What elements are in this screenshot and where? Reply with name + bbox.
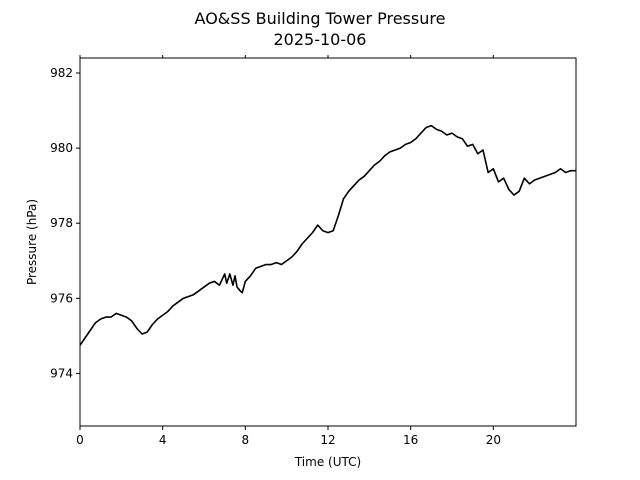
y-tick-label: 980 (50, 141, 73, 155)
series-line (79, 124, 576, 346)
x-tick-label: 12 (320, 433, 335, 447)
chart-subtitle: 2025-10-06 (274, 30, 367, 49)
y-axis-label: Pressure (hPa) (25, 199, 39, 285)
plot-frame (79, 57, 577, 427)
x-tick-label: 8 (242, 433, 250, 447)
x-tick-label: 0 (76, 433, 84, 447)
x-axis-label: Time (UTC) (294, 455, 361, 469)
y-tick-label: 982 (50, 66, 73, 80)
x-axis: 0 4 8 12 16 20 (76, 55, 501, 447)
x-tick-label: 4 (159, 433, 167, 447)
chart-title: AO&SS Building Tower Pressure (195, 9, 446, 28)
y-axis: 974 976 978 980 982 (50, 66, 80, 380)
plot-area (79, 124, 576, 346)
y-tick-label: 976 (50, 291, 73, 305)
x-tick-label: 20 (486, 433, 501, 447)
y-tick-label: 974 (50, 366, 73, 380)
x-tick-label: 16 (403, 433, 418, 447)
y-tick-label: 978 (50, 216, 73, 230)
